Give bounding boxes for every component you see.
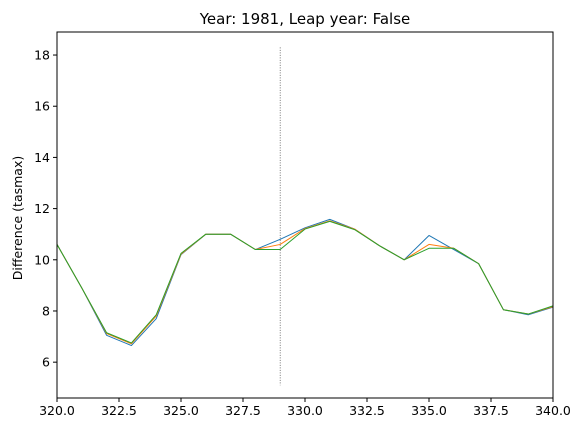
y-tick-label: 18 (34, 48, 50, 63)
x-tick-label: 337.5 (473, 403, 509, 418)
x-tick-label: 325.0 (163, 403, 199, 418)
y-tick-label: 16 (34, 99, 50, 114)
series-line-2 (56, 220, 554, 345)
x-axis: 320.0 322.5 325.0 327.5 330.0 332.5 335.0 337.5… (39, 398, 571, 418)
y-axis-label: Difference (tasmax) (10, 156, 25, 280)
y-tick-label: 10 (34, 252, 50, 267)
series-line-3 (56, 220, 554, 344)
y-tick-label: 14 (34, 150, 50, 165)
series-line-1 (56, 218, 554, 347)
y-axis: 6 8 10 12 14 16 18 (34, 48, 57, 370)
series-layer (56, 218, 554, 347)
y-tick-label: 8 (42, 303, 50, 318)
x-tick-label: 322.5 (101, 403, 137, 418)
x-tick-label: 327.5 (225, 403, 261, 418)
chart-title: Year: 1981, Leap year: False (199, 10, 411, 28)
x-tick-label: 335.0 (411, 403, 447, 418)
x-tick-label: 340.0 (535, 403, 571, 418)
y-tick-label: 12 (34, 201, 50, 216)
x-tick-label: 330.0 (287, 403, 323, 418)
x-tick-label: 332.5 (349, 403, 385, 418)
y-tick-label: 6 (42, 355, 50, 370)
x-tick-label: 320.0 (39, 403, 75, 418)
